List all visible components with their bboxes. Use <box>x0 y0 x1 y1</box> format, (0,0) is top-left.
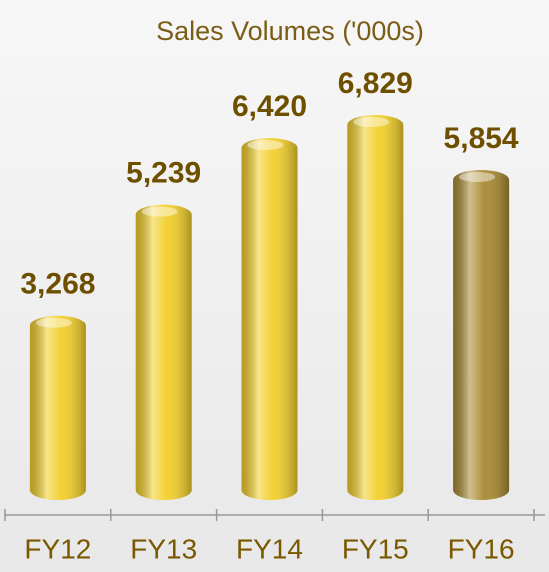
x-tick-label: FY16 <box>448 533 515 564</box>
bar-cap <box>35 317 72 328</box>
bar-shade <box>29 315 86 500</box>
x-tick-label: FY12 <box>24 533 91 564</box>
value-label: 6,420 <box>232 90 307 123</box>
bar-cap <box>459 171 496 182</box>
value-label: 3,268 <box>20 268 95 301</box>
bar-cap <box>141 206 178 217</box>
value-label: 5,854 <box>444 122 519 155</box>
bar-shade <box>135 204 192 500</box>
bar-cap <box>353 117 390 127</box>
bar-shade <box>453 169 510 501</box>
bar-shade <box>347 115 404 500</box>
x-tick-label: FY15 <box>342 533 409 564</box>
value-label: 6,829 <box>338 67 413 100</box>
value-label: 5,239 <box>126 157 201 190</box>
x-tick-label: FY14 <box>236 533 303 564</box>
bar-shade <box>241 138 298 500</box>
bar-cap <box>247 140 284 151</box>
chart-title: Sales Volumes ('000s) <box>156 16 424 46</box>
x-tick-label: FY13 <box>130 533 197 564</box>
